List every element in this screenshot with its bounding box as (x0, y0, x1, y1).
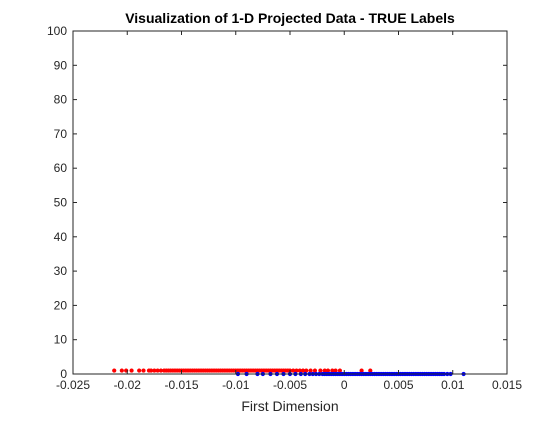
data-point-red (333, 368, 338, 373)
chart-title: Visualization of 1-D Projected Data - TR… (125, 10, 455, 26)
data-point-red (141, 368, 146, 373)
y-axis-ticks: 0 10 20 30 40 50 60 70 80 90 100 (47, 24, 507, 381)
y-tick-label: 30 (54, 264, 68, 278)
y-tick-label: 100 (47, 24, 67, 38)
data-point-red (325, 368, 331, 373)
data-point-red (137, 368, 142, 373)
y-tick-label: 0 (60, 367, 67, 381)
y-tick-label: 70 (54, 127, 68, 141)
x-axis-ticks: -0.025 -0.02 -0.015 -0.01 -0.005 0 0.005 0.01 0.… (56, 31, 522, 392)
x-axis-title: First Dimension (241, 398, 338, 414)
x-tick-label: 0 (341, 378, 348, 392)
x-tick-label: -0.025 (56, 378, 90, 392)
x-tick-label: 0.01 (441, 378, 465, 392)
x-tick-label: -0.02 (114, 378, 142, 392)
data-point-red (304, 368, 309, 373)
x-tick-label: -0.005 (273, 378, 307, 392)
x-tick-label: 0.015 (492, 378, 522, 392)
y-tick-label: 90 (54, 58, 68, 72)
y-tick-label: 10 (54, 333, 68, 347)
data-point-red (129, 368, 134, 373)
data-point-red (112, 368, 117, 373)
data-point-red (308, 368, 313, 373)
data-point-red (337, 368, 343, 373)
x-tick-label: -0.015 (164, 378, 198, 392)
y-tick-label: 50 (54, 196, 68, 210)
data-point-red (359, 368, 364, 373)
y-tick-label: 20 (54, 298, 68, 312)
x-tick-label: -0.01 (222, 378, 250, 392)
data-point-red (318, 368, 323, 373)
data-point-red (119, 368, 124, 373)
data-point-red (368, 368, 373, 373)
y-tick-label: 40 (54, 230, 68, 244)
y-tick-label: 60 (54, 161, 68, 175)
plot-area (73, 31, 507, 374)
y-tick-label: 80 (54, 93, 68, 107)
data-point-red (312, 368, 318, 373)
x-tick-label: 0.005 (383, 378, 413, 392)
